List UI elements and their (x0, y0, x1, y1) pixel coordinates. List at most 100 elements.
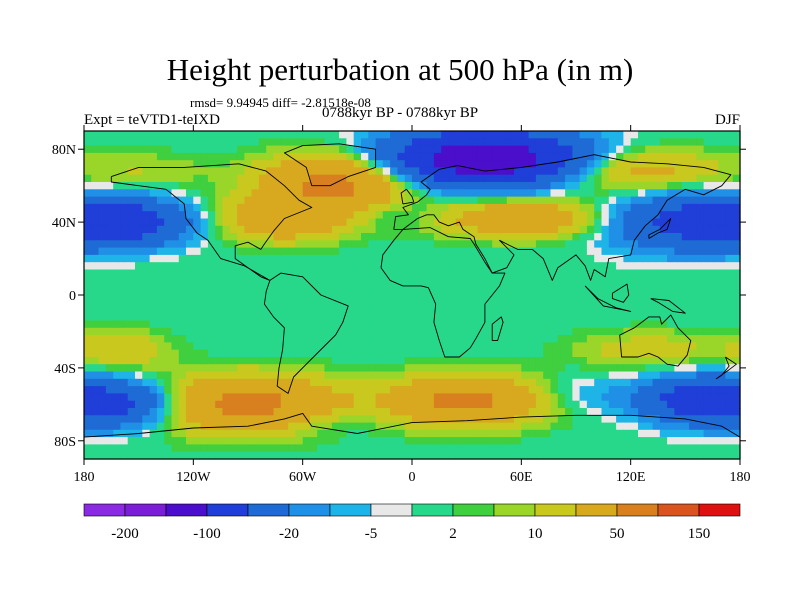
field-cell (550, 320, 559, 329)
field-cell (200, 152, 209, 161)
field-cell (455, 284, 464, 292)
field-cell (273, 269, 282, 278)
field-cell (156, 357, 165, 365)
field-cell (579, 313, 588, 322)
field-cell (652, 444, 661, 453)
field-cell (455, 327, 464, 336)
field-cell (579, 357, 588, 365)
field-cell (703, 408, 712, 416)
field-cell (630, 211, 639, 220)
field-cell (244, 152, 253, 161)
field-cell (251, 444, 260, 453)
field-cell (528, 291, 537, 300)
field-cell (149, 451, 158, 460)
field-cell (113, 393, 122, 402)
field-cell (324, 335, 333, 343)
field-cell (339, 225, 347, 234)
field-cell (419, 371, 428, 380)
field-cell (645, 371, 654, 380)
field-cell (346, 218, 355, 227)
field-cell (623, 305, 632, 314)
field-cell (638, 269, 646, 278)
field-cell (171, 415, 180, 424)
field-cell (528, 335, 537, 343)
field-cell (105, 225, 114, 234)
field-cell (331, 233, 340, 241)
field-cell (550, 145, 559, 154)
field-cell (645, 386, 654, 394)
field-cell (98, 233, 107, 241)
field-cell (353, 415, 362, 424)
field-cell (499, 262, 508, 271)
field-cell (156, 167, 165, 176)
field-cell (222, 429, 231, 438)
field-cell (222, 225, 231, 234)
field-cell (696, 371, 705, 380)
field-cell (689, 225, 697, 234)
field-cell (98, 262, 107, 271)
field-cell (266, 160, 275, 169)
field-cell (390, 189, 398, 198)
field-cell (681, 444, 690, 453)
field-cell (113, 437, 122, 445)
field-cell (550, 262, 559, 271)
field-cell (674, 429, 683, 438)
field-cell (710, 327, 719, 336)
field-cell (594, 393, 603, 402)
field-cell (186, 451, 194, 460)
field-cell (91, 305, 100, 314)
field-cell (572, 364, 581, 373)
field-cell (463, 451, 471, 460)
field-cell (266, 203, 275, 212)
field-cell (200, 349, 209, 358)
field-cell (346, 400, 355, 409)
field-cell (514, 305, 522, 314)
field-cell (105, 400, 114, 409)
field-cell (164, 386, 173, 394)
field-cell (317, 342, 326, 351)
field-cell (616, 189, 624, 198)
field-cell (492, 393, 501, 402)
field-cell (608, 182, 617, 190)
field-cell (594, 371, 603, 380)
field-cell (295, 174, 304, 183)
field-cell (171, 320, 180, 329)
field-cell (200, 305, 209, 314)
field-cell (652, 349, 661, 358)
field-cell (550, 233, 559, 241)
field-cell (91, 145, 100, 154)
field-cell (703, 262, 712, 271)
field-cell (572, 291, 581, 300)
field-cell (200, 342, 209, 351)
field-cell (266, 357, 275, 365)
field-cell (674, 415, 683, 424)
field-cell (586, 211, 595, 220)
field-cell (630, 408, 639, 416)
field-cell (397, 211, 406, 220)
field-cell (178, 218, 187, 227)
field-cell (535, 429, 544, 438)
field-cell (630, 357, 639, 365)
field-cell (273, 393, 282, 402)
field-cell (331, 240, 340, 249)
field-cell (645, 182, 654, 190)
field-cell (193, 276, 202, 285)
field-cell (237, 189, 245, 198)
field-cell (674, 160, 683, 169)
field-cell (477, 196, 486, 205)
field-cell (222, 203, 231, 212)
field-cell (193, 174, 202, 183)
field-cell (718, 415, 726, 424)
colorbar-label: 10 (528, 526, 543, 542)
field-cell (324, 254, 333, 263)
field-cell (594, 225, 603, 234)
field-cell (441, 444, 450, 453)
field-cell (441, 189, 450, 198)
field-cell (149, 378, 158, 387)
field-cell (222, 291, 231, 300)
field-cell (120, 182, 129, 190)
field-cell (288, 357, 296, 365)
field-cell (433, 233, 442, 241)
field-cell (186, 174, 194, 183)
